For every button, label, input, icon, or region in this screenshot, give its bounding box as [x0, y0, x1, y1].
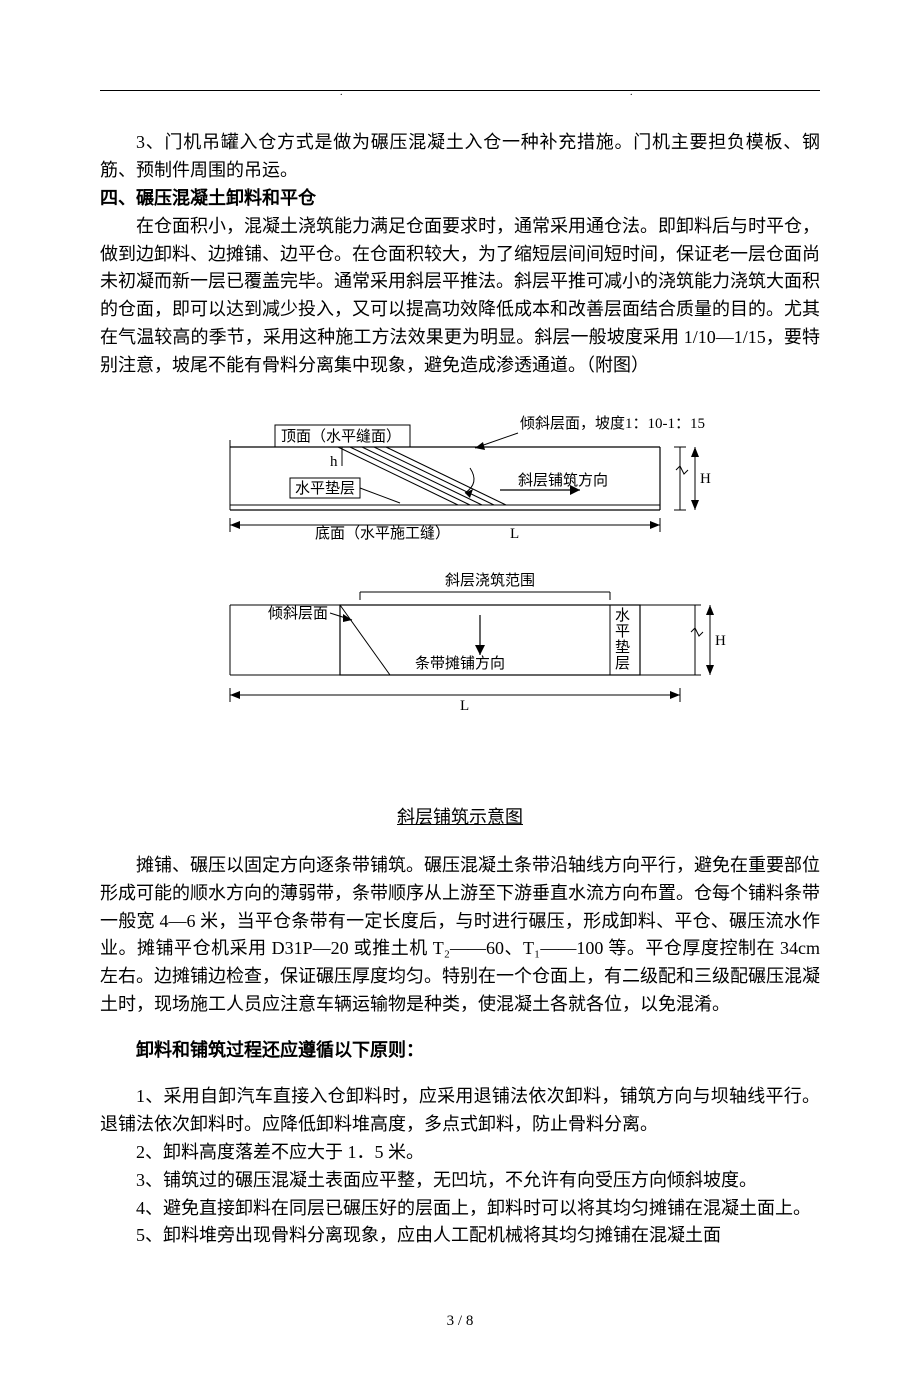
panel2-side-0: 水	[615, 607, 630, 624]
paragraph-2: 在仓面积小，混凝土浇筑能力满足仓面要求时，通常采用通仓法。即卸料后与时平仓，做到…	[100, 213, 820, 380]
rule-1: 1、采用自卸汽车直接入仓卸料时，应采用退铺法依次卸料，铺筑方向与坝轴线平行。退铺…	[100, 1083, 820, 1139]
panel2-H-label: H	[715, 633, 726, 649]
direction-label: 斜层铺筑方向	[518, 472, 608, 489]
h-label: h	[330, 454, 338, 470]
panel2-slope-label: 倾斜层面	[268, 605, 328, 622]
bottom-face-label: 底面（水平施工缝）	[315, 525, 450, 542]
header-dot: .	[630, 85, 633, 101]
panel2-arrow-label: 条带摊铺方向	[415, 655, 505, 672]
paragraph-3: 摊铺、碾压以固定方向逐条带铺筑。碾压混凝土条带沿轴线方向平行，避免在重要部位形成…	[100, 852, 820, 1019]
horizontal-bed-label: 水平垫层	[295, 480, 355, 497]
page-footer: 3 / 8	[100, 1310, 820, 1333]
l-label: L	[510, 526, 519, 542]
panel2-side-3: 层	[615, 656, 630, 672]
rule-5: 5、卸料堆旁出现骨料分离现象，应由人工配机械将其均匀摊铺在混凝土面	[100, 1222, 820, 1250]
panel2-side-2: 垫	[615, 639, 630, 656]
figure-diagram: 倾斜层面，坡度1：10-1：15 顶面（水平缝面） h	[100, 410, 820, 779]
header-dot: .	[340, 85, 343, 101]
panel2-side-1: 平	[615, 624, 630, 640]
rule-4: 4、避免直接卸料在同层已碾压好的层面上，卸料时可以将其均匀摊铺在混凝土面上。	[100, 1195, 820, 1223]
rule-3: 3、铺筑过的碾压混凝土表面应平整，无凹坑，不允许有向受压方向倾斜坡度。	[100, 1167, 820, 1195]
h-dim-label: H	[700, 471, 711, 487]
figure-caption: 斜层铺筑示意图	[100, 804, 820, 832]
top-face-label: 顶面（水平缝面）	[281, 428, 401, 445]
paragraph-1: 3、门机吊罐入仓方式是做为碾压混凝土入仓一种补充措施。门机主要担负模板、钢筋、预…	[100, 129, 820, 185]
header-rule: . .	[100, 90, 820, 91]
panel2-L-label: L	[460, 698, 469, 714]
subheading-rules: 卸料和铺筑过程还应遵循以下原则：	[100, 1037, 820, 1065]
rule-2: 2、卸料高度落差不应大于 1．5 米。	[100, 1139, 820, 1167]
slope-label: 倾斜层面，坡度1：10-1：15	[520, 415, 705, 432]
heading-4: 四、碾压混凝土卸料和平仓	[100, 185, 820, 213]
document-page: . . 3、门机吊罐入仓方式是做为碾压混凝土入仓一种补充措施。门机主要担负模板、…	[0, 0, 920, 1374]
panel2-title: 斜层浇筑范围	[445, 572, 535, 589]
